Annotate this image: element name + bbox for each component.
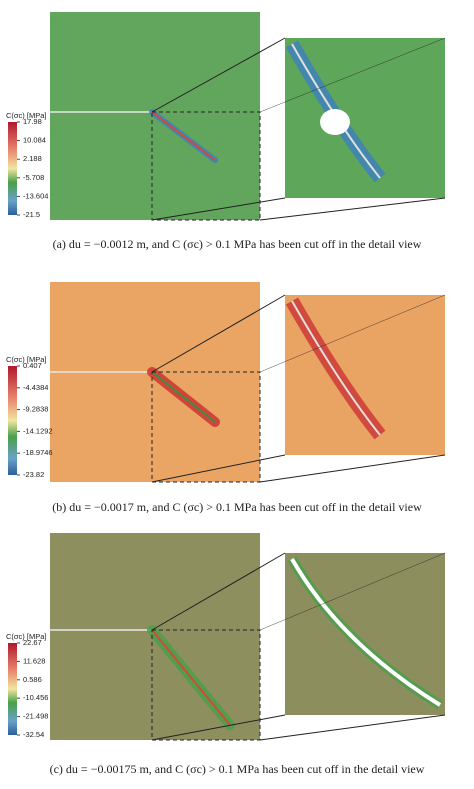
colorbar-tick-label: -23.82 — [23, 470, 44, 479]
detail-crack-core — [291, 300, 381, 436]
zoom-line — [151, 552, 286, 631]
zoom-line — [259, 552, 446, 631]
colorbar-tick-label: -9.2838 — [23, 405, 48, 414]
cutoff-hole — [320, 109, 350, 135]
caption-label: (a) — [53, 237, 66, 251]
main-view — [50, 282, 260, 482]
panel: C(σc) [MPa]17.98 10.084 2.188 -5.708 -13.604… — [6, 12, 446, 251]
detail-box — [151, 111, 261, 221]
colorbar-tick-label: -21.498 — [23, 712, 48, 721]
caption: (b) du = −0.0017 m, and C (σc) > 0.1 MPa… — [52, 500, 422, 514]
caption-text: du = −0.0017 m, and C (σc) > 0.1 MPa has… — [69, 500, 422, 514]
colorbar-label: C(σc) [MPa] — [6, 111, 46, 120]
crack-core — [151, 111, 216, 161]
colorbar-tick-label: -14.1292 — [23, 426, 53, 435]
colorbar — [8, 643, 17, 735]
colorbar-tick-label: 0.586 — [23, 675, 42, 684]
colorbar-tick-label: 2.188 — [23, 154, 42, 163]
colorbar-tick-label: 11.628 — [23, 656, 45, 665]
zoom-line — [259, 197, 446, 221]
zoom-line — [259, 714, 446, 741]
colorbar-label: C(σc) [MPa] — [6, 355, 46, 364]
zoom-line — [151, 714, 286, 741]
colorbar-tick-label: 10.084 — [23, 136, 46, 145]
caption-text: du = −0.00175 m, and C (σc) > 0.1 MPa ha… — [66, 762, 425, 776]
panel: C(σc) [MPa]0.407 -4.4384 -9.2838 -14.1292 -1… — [6, 282, 446, 514]
caption-text: du = −0.0012 m, and C (σc) > 0.1 MPa has… — [69, 237, 422, 251]
colorbar-tick-label: -13.604 — [23, 191, 48, 200]
zoom-line — [151, 294, 286, 373]
colorbar-tick-label: -4.4384 — [23, 383, 48, 392]
caption-label: (c) — [50, 762, 63, 776]
zoom-line — [151, 197, 286, 221]
caption-label: (b) — [52, 500, 66, 514]
colorbar-tick-label: -10.456 — [23, 693, 48, 702]
caption: (c) du = −0.00175 m, and C (σc) > 0.1 MP… — [50, 762, 425, 776]
colorbar-tick-label: -18.9746 — [23, 448, 53, 457]
colorbar-label: C(σc) [MPa] — [6, 632, 46, 641]
zoom-line — [259, 294, 446, 373]
colorbar-tick-label: -5.708 — [23, 173, 44, 182]
colorbar-tick-label: 17.98 — [23, 117, 42, 126]
colorbar-tick-label: -21.5 — [23, 210, 40, 219]
detail-box — [151, 371, 261, 483]
colorbar-tick-label: 0.407 — [23, 361, 42, 370]
zoom-line — [259, 454, 446, 483]
colorbar-tick-label: -32.54 — [23, 730, 44, 739]
zoom-line — [151, 454, 286, 483]
detail-box — [151, 629, 261, 741]
colorbar — [8, 366, 17, 475]
caption: (a) du = −0.0012 m, and C (σc) > 0.1 MPa… — [53, 237, 422, 251]
crack-core — [151, 629, 231, 726]
crack-core — [151, 371, 216, 423]
colorbar-tick-label: 22.67 — [23, 638, 42, 647]
detail-crack-core — [290, 558, 442, 707]
zoom-line — [151, 37, 286, 113]
zoom-line — [259, 37, 446, 113]
panel: C(σc) [MPa]22.67 11.628 0.586 -10.456 -21.49… — [6, 533, 446, 776]
colorbar — [8, 122, 17, 215]
